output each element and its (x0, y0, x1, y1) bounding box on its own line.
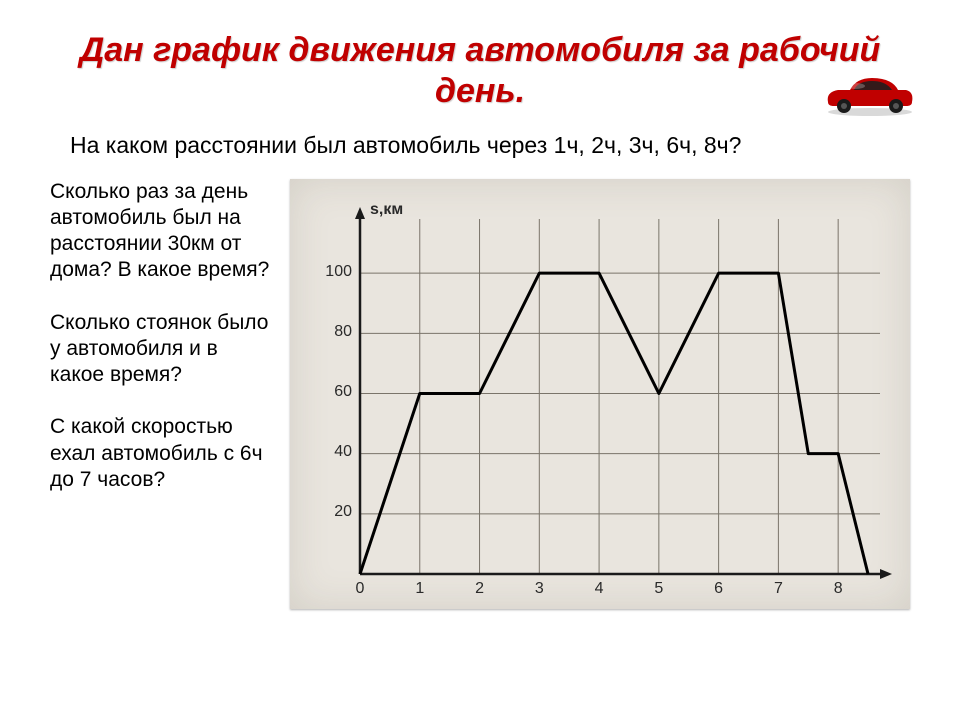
axis-tick-label: 100 (325, 263, 352, 281)
car-icon (820, 68, 920, 118)
slide: Дан график движения автомобиля за рабочи… (0, 0, 960, 720)
axis-tick-label: 0 (356, 580, 365, 598)
axis-tick-label: 40 (334, 443, 352, 461)
axis-tick-label: 5 (654, 580, 663, 598)
chart-container: 20 40 60 80 100 0 1 2 3 4 5 6 7 8 s,км (290, 179, 910, 609)
side-question: Сколько стоянок было у автомобиля и в ка… (50, 310, 270, 389)
axis-tick-label: 8 (834, 580, 843, 598)
axis-tick-label: 6 (714, 580, 723, 598)
side-question: Сколько раз за день автомобиль был на ра… (50, 179, 270, 284)
distance-chart (290, 179, 910, 609)
axis-tick-label: 7 (774, 580, 783, 598)
content-row: Сколько раз за день автомобиль был на ра… (50, 179, 910, 609)
axis-tick-label: 3 (535, 580, 544, 598)
main-question: На каком расстоянии был автомобиль через… (70, 132, 910, 159)
title-area: Дан график движения автомобиля за рабочи… (50, 30, 910, 112)
axis-tick-label: 2 (475, 580, 484, 598)
y-axis-label: s,км (370, 201, 403, 219)
axis-tick-label: 80 (334, 323, 352, 341)
axis-tick-label: 1 (415, 580, 424, 598)
side-question: С какой скоростью ехал автомобиль с 6ч д… (50, 414, 270, 493)
axis-tick-label: 60 (334, 383, 352, 401)
slide-title: Дан график движения автомобиля за рабочи… (50, 30, 910, 112)
axis-tick-label: 4 (595, 580, 604, 598)
chart-background: 20 40 60 80 100 0 1 2 3 4 5 6 7 8 s,км (290, 179, 910, 609)
axis-tick-label: 20 (334, 503, 352, 521)
side-questions: Сколько раз за день автомобиль был на ра… (50, 179, 290, 520)
